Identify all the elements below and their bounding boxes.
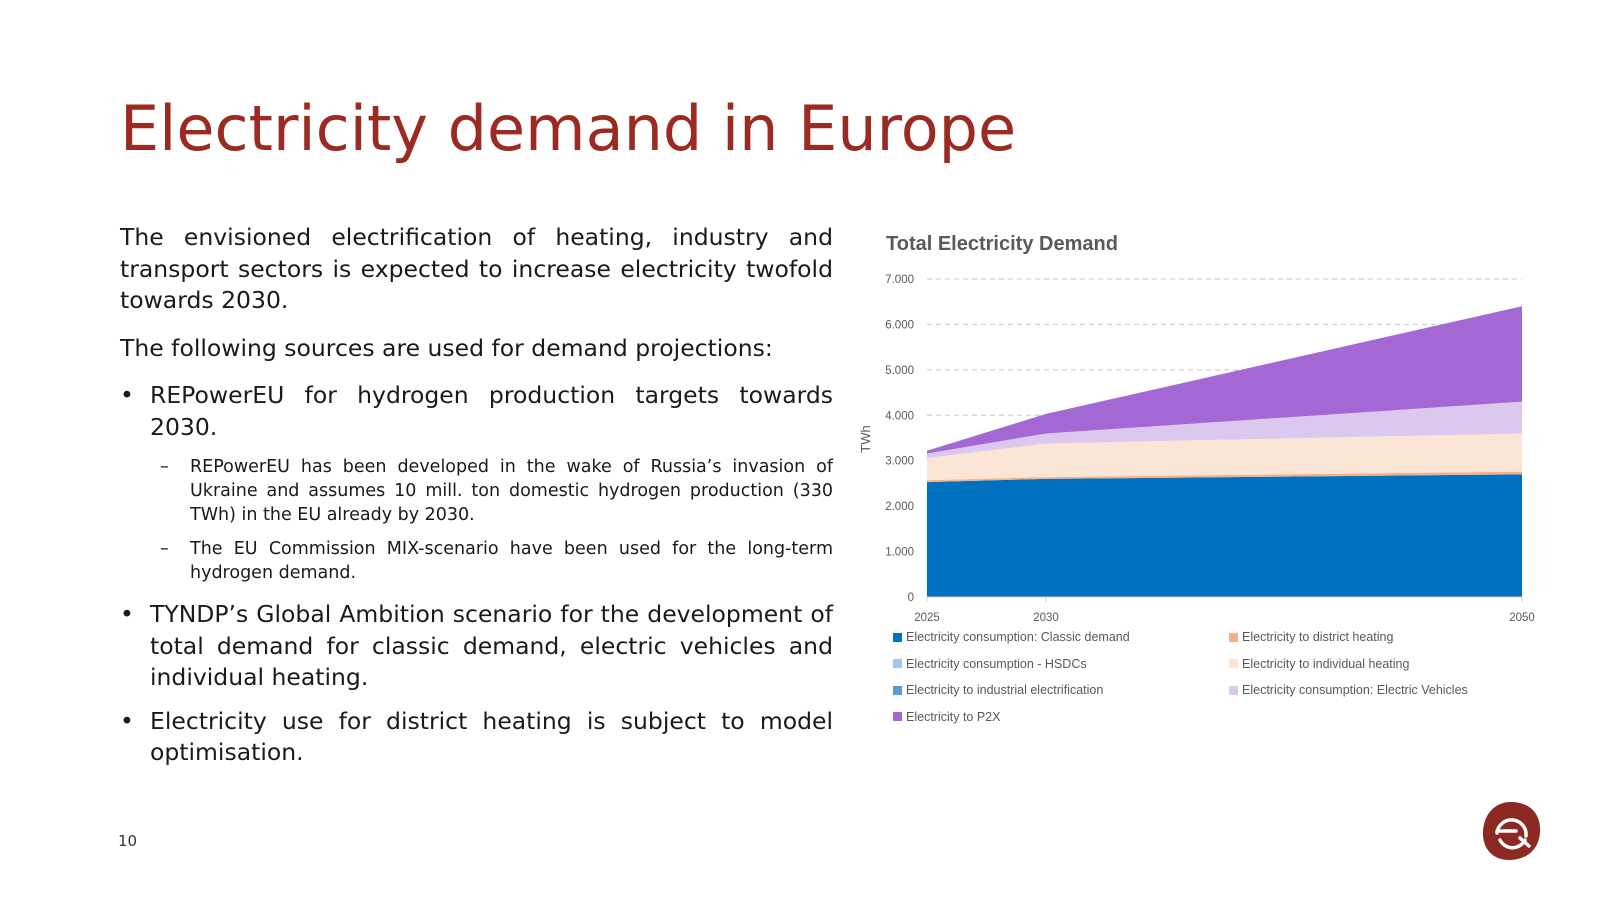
chart-legend: Electricity consumption: Classic demand E…	[893, 628, 1553, 726]
legend-swatch	[893, 659, 902, 669]
legend-item: Electricity to individual heating	[1229, 655, 1549, 674]
ea-logo-icon	[1482, 802, 1541, 860]
legend-swatch	[893, 712, 902, 722]
sources-lead: The following sources are used for deman…	[120, 333, 773, 362]
bullet-district-heating: • Electricity use for district heating i…	[120, 706, 833, 769]
area-series	[927, 401, 1522, 458]
bullet-tyndp: • TYNDP’s Global Ambition scenario for t…	[120, 599, 833, 694]
legend-label: Electricity consumption: Classic demand	[906, 630, 1130, 645]
intro-paragraph: The envisioned electrification of heatin…	[120, 223, 833, 314]
axis-layer: 0 1.000 2.000 3.000 4.000 5.000 6.000 7.000 2025…	[858, 274, 1535, 624]
legend-swatch	[1229, 659, 1238, 669]
x-tick-label: 2030	[1033, 612, 1059, 624]
legend-swatch	[893, 685, 902, 695]
legend-label: Electricity to P2X	[906, 709, 1001, 724]
legend-item: Electricity to district heating	[1229, 628, 1549, 647]
y-axis-label: TWh	[858, 425, 873, 452]
bullet-text: TYNDP’s Global Ambition scenario for the…	[150, 600, 833, 691]
legend-swatch	[1229, 685, 1238, 695]
legend-item: Electricity to P2X	[893, 708, 1229, 727]
x-tick-label: 2025	[914, 612, 940, 624]
y-tick-label: 5.000	[885, 365, 914, 377]
dash-marker: –	[160, 457, 169, 477]
legend-label: Electricity to individual heating	[1242, 656, 1410, 671]
bullet-marker: •	[120, 381, 134, 409]
demand-area-chart: 0 1.000 2.000 3.000 4.000 5.000 6.000 7.000 2025…	[858, 274, 1535, 624]
legend-label: Electricity consumption: Electric Vehicl…	[1242, 683, 1468, 698]
sub-bullet-repowereu-assumption: – REPowerEU has been developed in the wa…	[160, 455, 833, 527]
y-tick-label: 2.000	[885, 501, 914, 513]
x-tick-label: 2050	[1509, 612, 1535, 624]
y-tick-label: 1.000	[885, 547, 914, 559]
y-tick-label: 7.000	[885, 274, 914, 286]
sub-bullets: – REPowerEU has been developed in the wa…	[160, 455, 833, 585]
y-tick-label: 0	[908, 592, 914, 604]
sub-bullet-text: The EU Commission MIX-scenario have been…	[190, 539, 833, 583]
y-tick-label: 3.000	[885, 456, 914, 468]
bullet-text: REPowerEU for hydrogen production target…	[150, 381, 833, 441]
legend-label: Electricity consumption - HSDCs	[906, 656, 1087, 671]
legend-swatch	[1229, 632, 1238, 642]
legend-label: Electricity to industrial electrificatio…	[906, 683, 1104, 698]
area-series	[927, 474, 1522, 597]
dash-marker: –	[160, 539, 169, 559]
legend-item: Electricity consumption - HSDCs	[893, 655, 1229, 674]
legend-item: Electricity consumption: Electric Vehicl…	[1229, 681, 1549, 700]
bullet-marker: •	[120, 600, 134, 628]
bullet-text: Electricity use for district heating is …	[150, 706, 833, 767]
chart-title: Total Electricity Demand	[886, 233, 1118, 255]
area-layer	[927, 306, 1522, 597]
area-series	[927, 306, 1522, 454]
bullet-marker: •	[120, 706, 134, 735]
sub-bullet-text: REPowerEU has been developed in the wake…	[190, 457, 833, 525]
legend-label: Electricity to district heating	[1242, 630, 1394, 645]
bullet-repowereu: • REPowerEU for hydrogen production targ…	[120, 380, 833, 443]
body-text: The envisioned electrification of heatin…	[120, 222, 833, 781]
legend-item: Electricity consumption: Classic demand	[893, 628, 1229, 647]
sub-bullet-mix-scenario: – The EU Commission MIX-scenario have be…	[160, 537, 833, 585]
legend-swatch	[893, 632, 902, 642]
area-series	[927, 433, 1522, 481]
y-tick-label: 4.000	[885, 410, 914, 422]
y-tick-label: 6.000	[885, 319, 914, 331]
page-number: 10	[118, 832, 138, 850]
page-title: Electricity demand in Europe	[120, 92, 1017, 165]
area-series	[927, 471, 1522, 483]
legend-item: Electricity to industrial electrificatio…	[893, 681, 1229, 700]
